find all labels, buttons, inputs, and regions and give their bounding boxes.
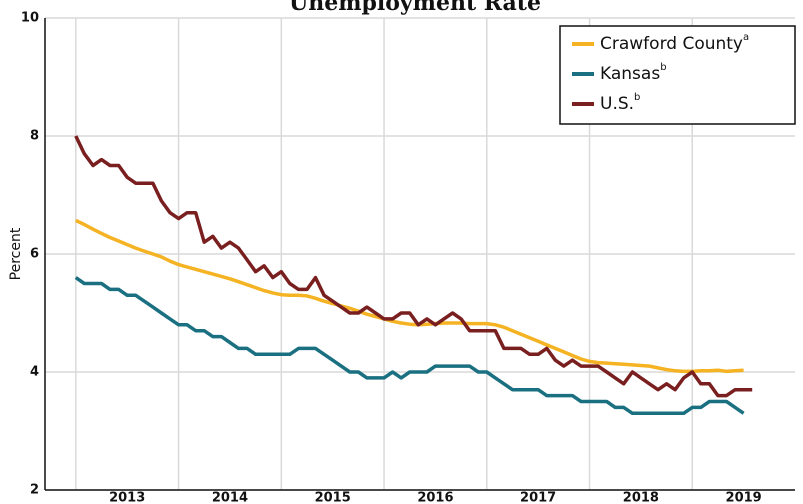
series-line [75,218,744,374]
legend-box [559,25,796,125]
legend-label: Crawford Countya [600,32,749,54]
legend-note: b [660,62,666,73]
y-tick-label: 8 [30,129,39,144]
legend-name: Crawford County [600,34,743,54]
x-tick-label: 2017 [520,491,556,504]
x-tick-label: 2019 [726,491,762,504]
y-tick-label: 2 [30,483,39,498]
legend-name: U.S. [600,94,634,114]
y-tick-label: 4 [30,365,39,380]
y-axis-label: Percent [8,227,24,280]
legend-note: b [634,92,640,103]
x-tick-label: 2013 [109,491,145,504]
legend-label: Kansasb [600,62,667,84]
x-tick-label: 2014 [212,491,248,504]
y-tick-label: 10 [21,11,39,26]
x-tick-label: 2015 [315,491,351,504]
series-line [74,276,745,416]
legend-name: Kansas [600,64,660,84]
series-line [74,135,753,398]
x-tick-label: 2018 [623,491,659,504]
y-tick-label: 6 [30,247,39,262]
chart-title: Unemployment Rate [289,0,541,16]
legend-note: a [743,32,749,43]
x-tick-label: 2016 [417,491,453,504]
legend-label: U.S.b [600,92,640,114]
